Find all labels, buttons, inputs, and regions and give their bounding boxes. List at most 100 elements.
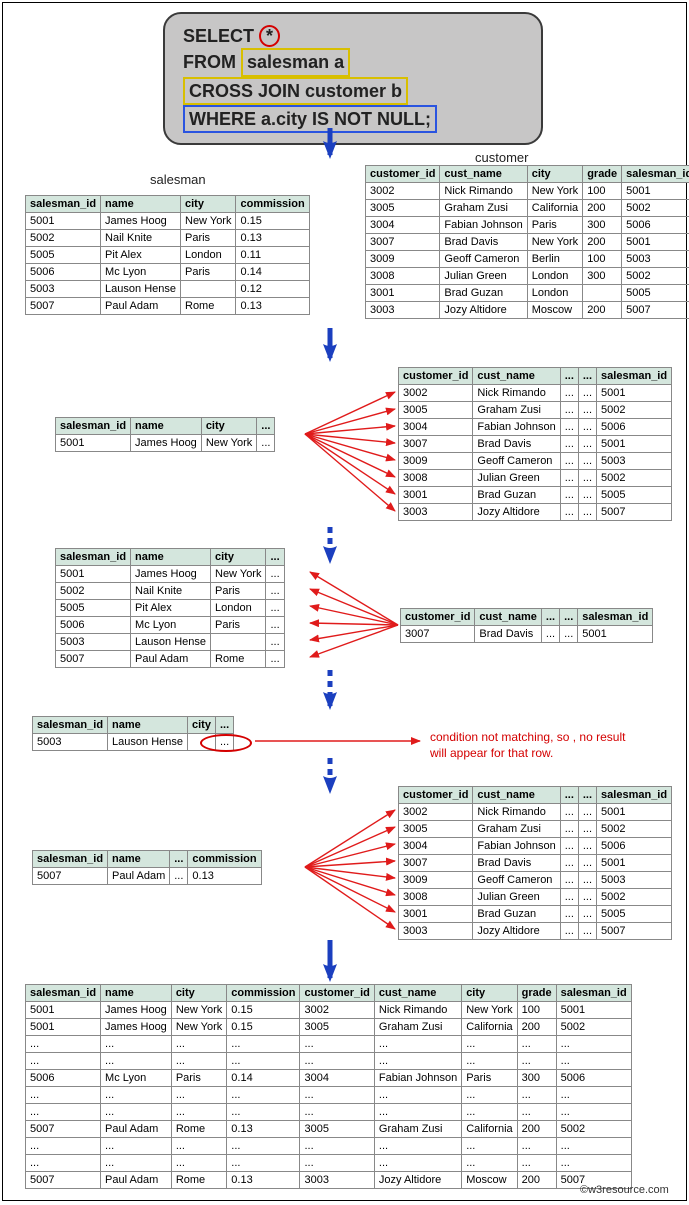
table-row: 3005Graham Zusi......5002 [399, 821, 672, 838]
col-header: salesman_id [56, 418, 131, 435]
table-row: 3009Geoff Cameron......5003 [399, 872, 672, 889]
col-header: ... [560, 787, 578, 804]
table-row: 5007Paul AdamRome0.133003Jozy AltidoreMo… [26, 1172, 632, 1189]
col-header: name [108, 851, 170, 868]
col-header: customer_id [401, 609, 475, 626]
table-row: 5005Pit AlexLondon... [56, 600, 285, 617]
col-header: commission [236, 196, 309, 213]
sql-cross: CROSS JOIN customer b [189, 81, 402, 101]
sql-where: WHERE a.city IS NOT NULL; [189, 109, 431, 129]
table-row: ........................... [26, 1053, 632, 1070]
col-header: name [131, 549, 211, 566]
col-header: ... [560, 609, 578, 626]
salesman-partial-1: salesman_idnamecity...5001James HoogNew … [55, 417, 275, 452]
customer-single-2: customer_idcust_name......salesman_id300… [400, 608, 653, 643]
col-header: city [527, 166, 582, 183]
table-row: 3007Brad Davis......5001 [399, 855, 672, 872]
table-row: 3001Brad GuzanLondon5005 [366, 285, 689, 302]
table-row: 5001James HoogNew York0.153002Nick Riman… [26, 1002, 632, 1019]
table-row: 3004Fabian JohnsonParis3005006 [366, 217, 689, 234]
col-header: cust_name [475, 609, 541, 626]
col-header: salesman_id [56, 549, 131, 566]
col-header: city [181, 196, 236, 213]
col-header: salesman_id [33, 717, 108, 734]
col-header: grade [517, 985, 556, 1002]
sql-query-box: SELECT * FROM salesman a CROSS JOIN cust… [163, 12, 543, 145]
table-row: 5002Nail KniteParis... [56, 583, 285, 600]
col-header: name [101, 196, 181, 213]
table-row: 3007Brad Davis......5001 [399, 436, 672, 453]
null-city-highlight [200, 734, 252, 752]
col-header: customer_id [399, 368, 473, 385]
col-header: cust_name [440, 166, 527, 183]
table-row: 3009Geoff Cameron......5003 [399, 453, 672, 470]
table-row: 5007Paul Adam...0.13 [33, 868, 262, 885]
table-row: 3001Brad Guzan......5005 [399, 906, 672, 923]
table-row: 3007Brad Davis......5001 [401, 626, 653, 643]
salesman-partial-4: salesman_idname...commission5007Paul Ada… [32, 850, 262, 885]
col-header: name [108, 717, 188, 734]
col-header: salesman_id [622, 166, 689, 183]
sql-from: FROM [183, 52, 236, 72]
col-header: salesman_id [33, 851, 108, 868]
table-row: ........................... [26, 1155, 632, 1172]
col-header: ... [578, 787, 596, 804]
customer-partial-1: customer_idcust_name......salesman_id300… [398, 367, 672, 521]
table-row: 5006Mc LyonParis0.143004Fabian JohnsonPa… [26, 1070, 632, 1087]
customer-partial-4: customer_idcust_name......salesman_id300… [398, 786, 672, 940]
salesman-table: salesman_idnamecitycommission5001James H… [25, 195, 310, 315]
table-row: 5007Paul AdamRome0.13 [26, 298, 310, 315]
sql-select: SELECT [183, 26, 254, 46]
table-row: 3003Jozy Altidore......5007 [399, 923, 672, 940]
table-row: 3005Graham ZusiCalifornia2005002 [366, 200, 689, 217]
table-row: 3002Nick RimandoNew York1005001 [366, 183, 689, 200]
col-header: ... [266, 549, 284, 566]
col-header: ... [257, 418, 275, 435]
col-header: city [171, 985, 226, 1002]
table-row: 5001James HoogNew York0.153005Graham Zus… [26, 1019, 632, 1036]
col-header: city [211, 549, 266, 566]
sql-star: * [259, 25, 280, 47]
col-header: name [131, 418, 202, 435]
table-row: 3002Nick Rimando......5001 [399, 385, 672, 402]
salesman-caption: salesman [150, 172, 206, 187]
table-row: 3008Julian GreenLondon3005002 [366, 268, 689, 285]
table-row: 5007Paul AdamRome0.133005Graham ZusiCali… [26, 1121, 632, 1138]
col-header: ... [578, 368, 596, 385]
col-header: salesman_id [26, 196, 101, 213]
table-row: 3004Fabian Johnson......5006 [399, 419, 672, 436]
col-header: customer_id [366, 166, 440, 183]
table-row: 3005Graham Zusi......5002 [399, 402, 672, 419]
table-row: 5001James HoogNew York... [56, 566, 285, 583]
col-header: grade [583, 166, 622, 183]
col-header: city [201, 418, 256, 435]
col-header: commission [188, 851, 261, 868]
table-row: 3009Geoff CameronBerlin1005003 [366, 251, 689, 268]
table-row: 5003Lauson Hense0.12 [26, 281, 310, 298]
table-row: 5002Nail KniteParis0.13 [26, 230, 310, 247]
sql-from-expr: salesman a [247, 52, 344, 72]
col-header: customer_id [399, 787, 473, 804]
col-header: ... [541, 609, 559, 626]
table-row: 5001James HoogNew York0.15 [26, 213, 310, 230]
table-row: 3002Nick Rimando......5001 [399, 804, 672, 821]
col-header: salesman_id [556, 985, 631, 1002]
col-header: city [462, 985, 517, 1002]
table-row: 3008Julian Green......5002 [399, 889, 672, 906]
col-header: salesman_id [597, 368, 672, 385]
salesman-full-2: salesman_idnamecity...5001James HoogNew … [55, 548, 285, 668]
table-row: 5005Pit AlexLondon0.11 [26, 247, 310, 264]
col-header: name [101, 985, 172, 1002]
table-row: ........................... [26, 1104, 632, 1121]
customer-caption: customer [475, 150, 528, 165]
col-header: salesman_id [597, 787, 672, 804]
col-header: ... [560, 368, 578, 385]
col-header: cust_name [374, 985, 461, 1002]
table-row: 3003Jozy Altidore......5007 [399, 504, 672, 521]
col-header: salesman_id [578, 609, 653, 626]
table-row: ........................... [26, 1138, 632, 1155]
col-header: commission [227, 985, 300, 1002]
col-header: city [188, 717, 216, 734]
table-row: 5007Paul AdamRome... [56, 651, 285, 668]
table-row: ........................... [26, 1087, 632, 1104]
